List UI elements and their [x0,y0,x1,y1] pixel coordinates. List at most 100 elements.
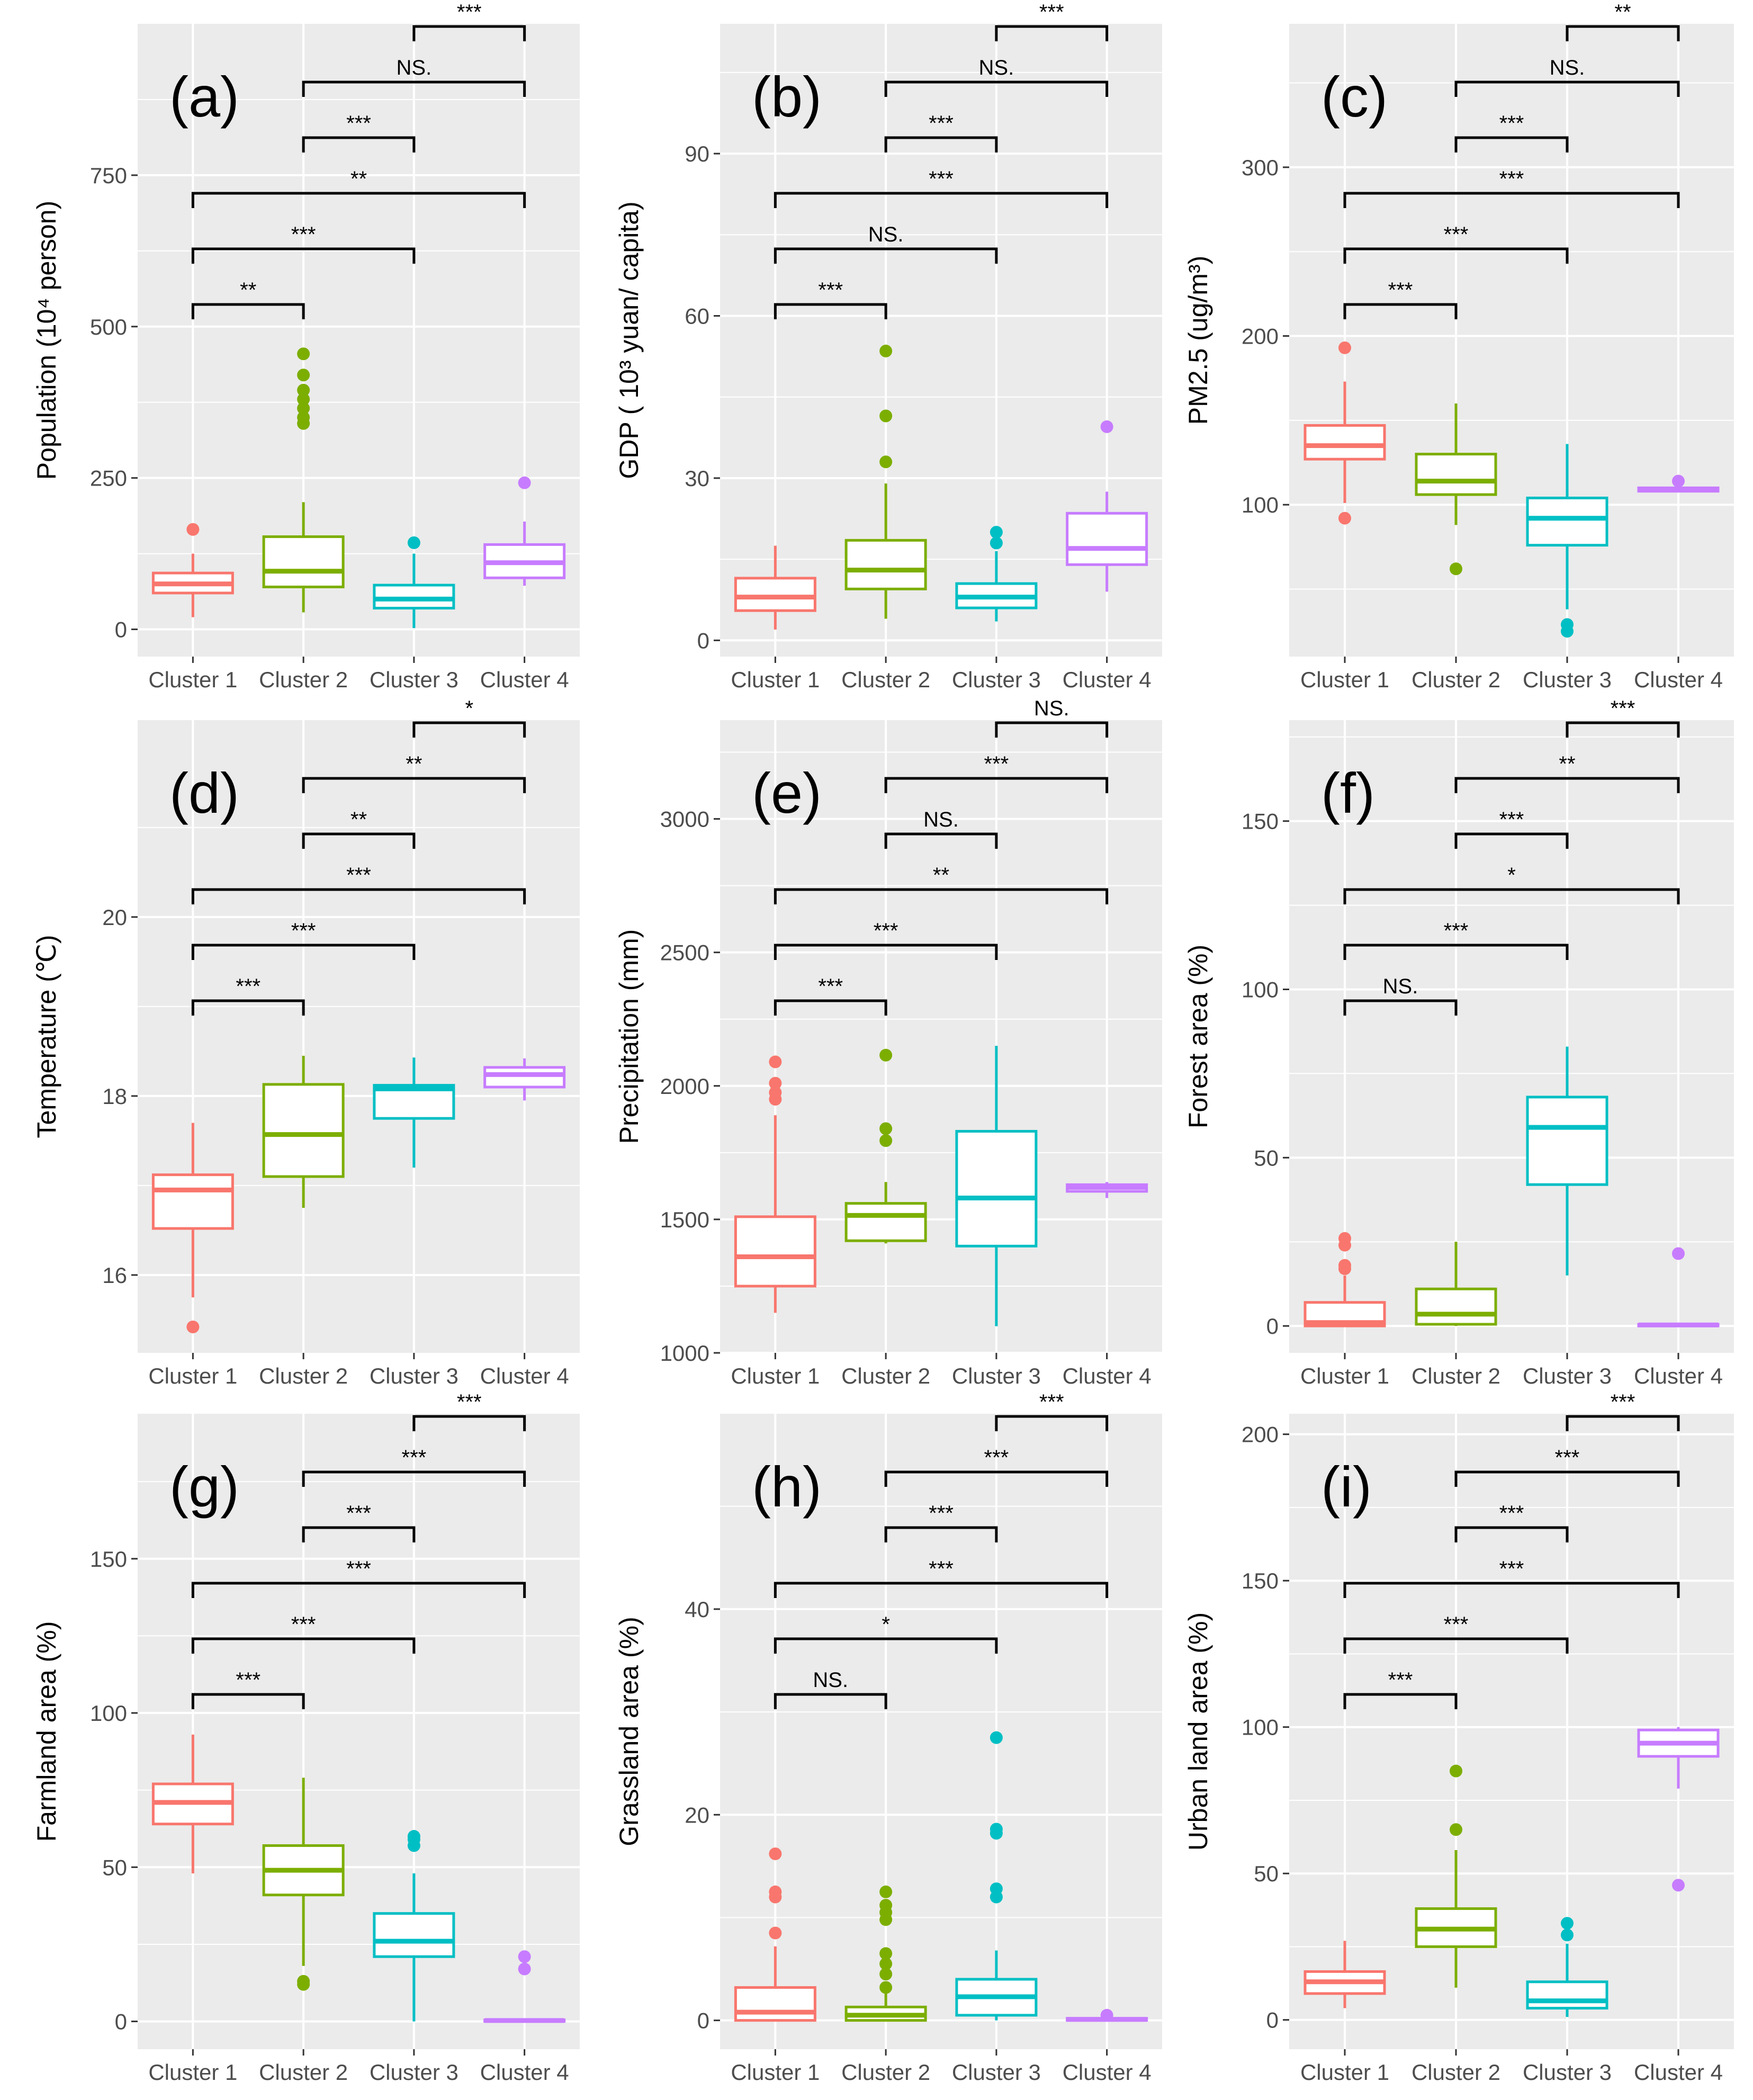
box-iqr [955,1129,1038,1248]
outlier-point [297,1975,310,1988]
outlier-point [879,1947,893,1960]
significance-bracket: *** [1343,223,1569,264]
significance-label: NS. [923,808,959,831]
bracket-line [1343,303,1458,319]
box-iqr [1526,496,1608,547]
box-cluster-2 [262,347,345,613]
bracket-line [1454,1526,1569,1542]
y-axis-title: Temperature (℃) [32,935,61,1138]
bracket-line [1454,80,1680,97]
outlier-point [518,476,531,489]
bracket-line [774,1582,1109,1598]
significance-bracket: *** [884,752,1109,793]
outlier-point [879,1957,893,1970]
significance-bracket: ** [191,279,305,319]
significance-bracket: NS. [1343,975,1458,1016]
significance-bracket: *** [995,1390,1109,1431]
outlier-point [1338,511,1351,525]
bracket-line [191,944,416,960]
bracket-line [1566,25,1680,41]
y-tick-label: 0 [697,2008,709,2033]
bracket-line [302,777,526,793]
significance-label: *** [457,1,482,24]
significance-label: *** [1499,1557,1524,1581]
y-tick-label: 200 [1242,324,1279,349]
panel-label: (d) [169,761,239,825]
box-cluster-2 [262,1055,345,1208]
x-tick-label: Cluster 1 [1300,667,1389,692]
box-cluster-3 [373,1057,455,1168]
y-tick-label: 100 [1242,492,1279,517]
bracket-line [1454,136,1569,152]
x-tick-label: Cluster 3 [370,2060,459,2085]
box-iqr [1526,1980,1608,2010]
box-iqr [1526,1096,1608,1186]
box-iqr [483,1066,566,1089]
outlier-point [990,526,1003,539]
outlier-point [1450,562,1462,576]
bracket-line [191,999,305,1016]
outlier-point [769,1885,782,1898]
outlier-point [1672,1247,1685,1260]
y-tick-label: 0 [1266,1314,1279,1339]
outlier-point [297,402,310,415]
y-tick-label: 2500 [660,940,709,965]
outlier-point [879,1968,893,1981]
outlier-point [297,369,310,382]
box-iqr [844,539,927,590]
x-tick-label: Cluster 4 [1634,1363,1723,1388]
box-cluster-3 [1526,444,1608,638]
significance-label: *** [818,279,843,302]
box-iqr [151,1173,234,1230]
x-tick-label: Cluster 2 [259,1363,348,1388]
x-tick-label: Cluster 3 [1523,2060,1612,2085]
outlier-point [186,523,200,536]
outlier-point [518,1962,531,1976]
bracket-line [1566,721,1680,738]
x-tick-label: Cluster 3 [952,667,1041,692]
x-tick-label: Cluster 1 [1300,2060,1389,2085]
bracket-line [774,1637,998,1654]
significance-label: ** [1614,1,1631,24]
outlier-point [1338,1232,1351,1245]
significance-bracket: *** [302,1502,416,1542]
significance-bracket: * [412,697,526,738]
bracket-line [884,1470,1109,1487]
bracket-line [191,1582,526,1598]
significance-label: * [882,1613,890,1636]
panel-background [1289,720,1734,1353]
x-tick-label: Cluster 2 [1412,2060,1500,2085]
significance-bracket: *** [191,1613,416,1654]
x-tick-label: Cluster 2 [259,667,348,692]
panel-label: (c) [1321,65,1388,129]
outlier-point [297,411,310,424]
box-iqr [1066,511,1148,566]
bracket-line [191,247,416,264]
outlier-point [1100,2008,1113,2022]
x-tick-label: Cluster 4 [480,1363,569,1388]
significance-label: *** [1039,1390,1064,1414]
bracket-line [995,721,1109,738]
x-tick-label: Cluster 2 [1412,667,1500,692]
box-cluster-3 [955,1731,1038,2021]
significance-label: *** [236,975,260,998]
box-cluster-3 [955,1046,1038,1326]
significance-label: *** [1611,697,1635,720]
significance-bracket: NS. [1454,56,1680,97]
panel-background [138,720,580,1353]
significance-bracket: *** [302,112,416,152]
significance-bracket: *** [191,223,416,264]
panel-g: 0 50 100 150 Cluster 1 Cluster 2 Cluster 3 Clus… [32,1390,580,2085]
panel-label: (i) [1321,1455,1372,1519]
box-iqr [262,535,345,588]
panel-label: (g) [169,1455,239,1519]
outlier-point [1561,1928,1574,1942]
significance-bracket: ** [1454,752,1680,793]
significance-label: ** [350,808,367,831]
outlier-point [1561,1917,1574,1930]
panel-background [720,1414,1162,2049]
significance-bracket: *** [1566,1390,1680,1431]
significance-label: NS. [1383,975,1418,998]
bracket-line [774,944,998,960]
box-cluster-4 [483,1950,566,2023]
